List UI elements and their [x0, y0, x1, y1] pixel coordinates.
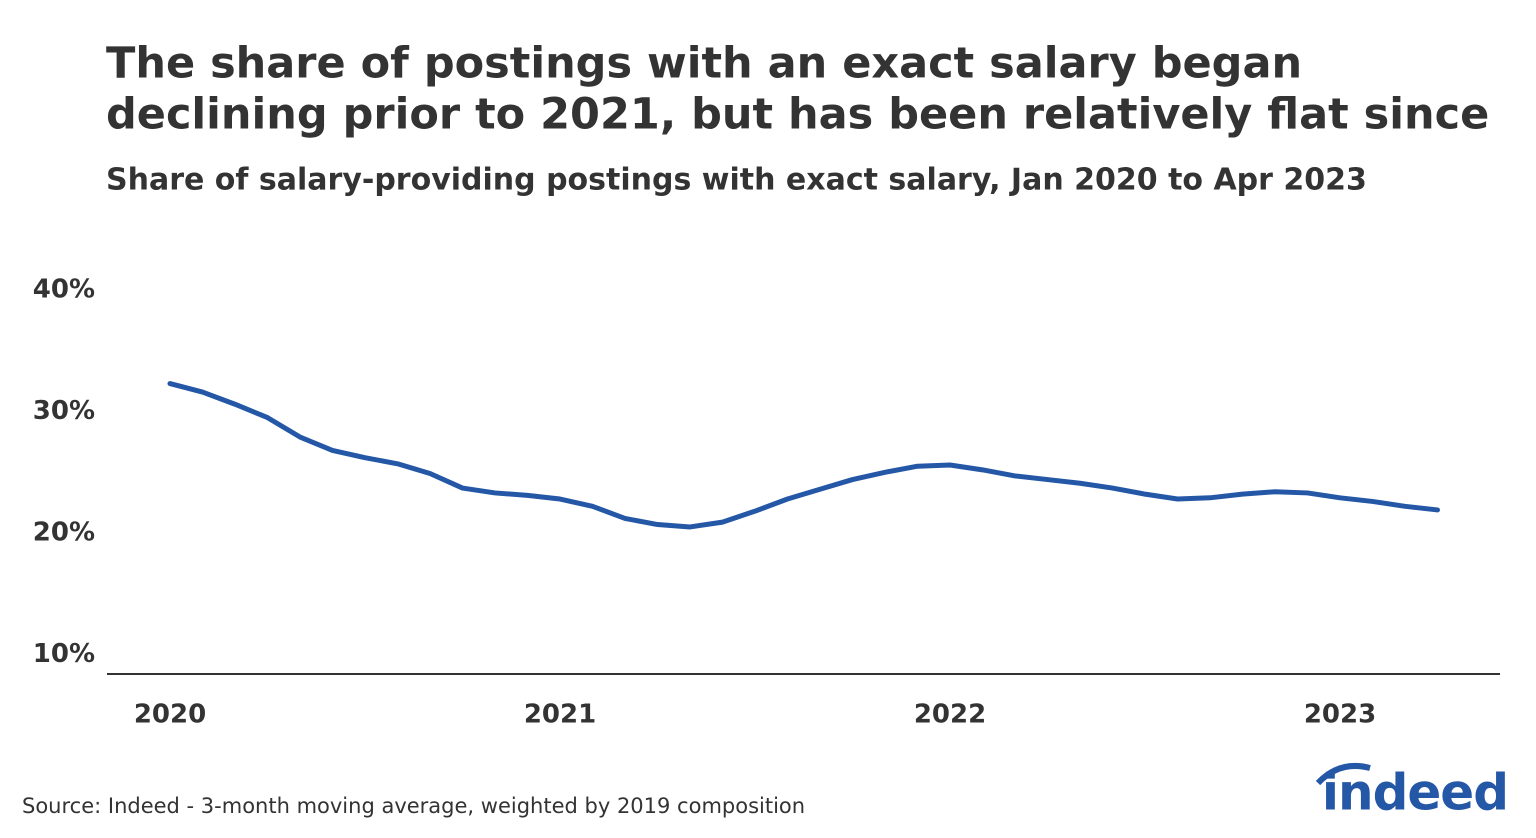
logo-arc	[1315, 762, 1371, 786]
y-tick-label: 40%	[33, 275, 95, 305]
x-tick-label: 2020	[134, 700, 206, 730]
x-tick-label: 2023	[1304, 700, 1376, 730]
chart-title-line-1: The share of postings with an exact sala…	[106, 39, 1302, 89]
y-tick-label: 20%	[33, 518, 95, 548]
data-line	[167, 381, 1440, 530]
source-note: Source: Indeed - 3-month moving average,…	[22, 794, 805, 818]
x-tick-label: 2022	[914, 700, 986, 730]
x-tick-label: 2021	[524, 700, 596, 730]
logo: indeed	[1322, 764, 1508, 822]
chart-title-line-2: declining prior to 2021, but has been re…	[106, 90, 1489, 140]
chart-subtitle: Share of salary-providing postings with …	[106, 163, 1367, 198]
y-tick-label: 30%	[33, 396, 95, 426]
y-tick-label: 10%	[33, 639, 95, 669]
